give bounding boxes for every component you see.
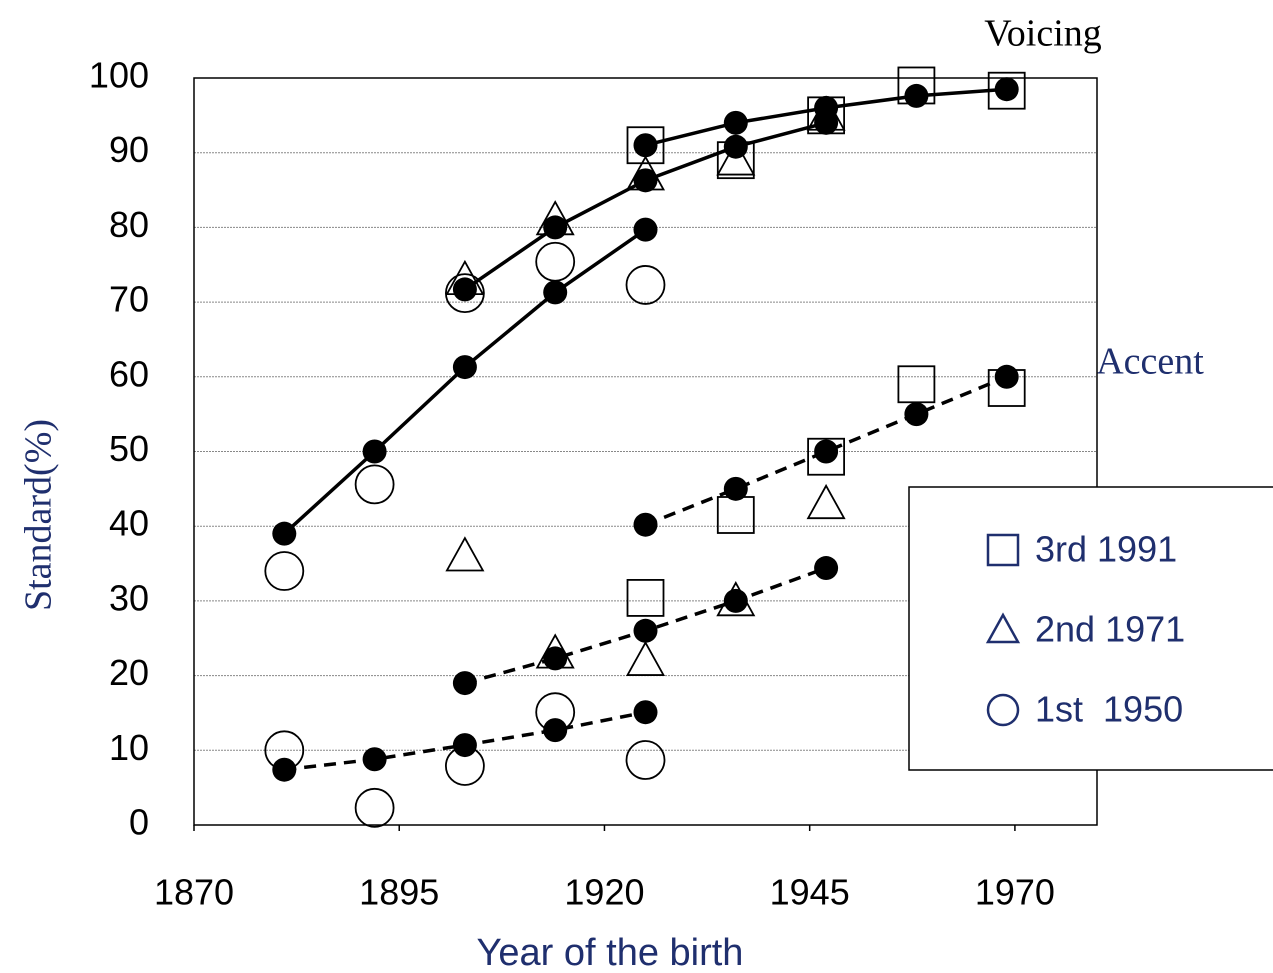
dot — [543, 280, 568, 305]
square-marker — [986, 533, 1020, 567]
dot — [723, 134, 748, 159]
dot — [362, 439, 387, 464]
triangle-marker — [625, 640, 666, 676]
dot — [543, 215, 568, 240]
circle-marker — [535, 241, 576, 282]
square-marker — [716, 496, 755, 534]
square-marker — [626, 126, 665, 165]
dot — [362, 747, 387, 772]
triangle-marker — [445, 536, 485, 572]
y-tick-label: 50 — [109, 428, 149, 469]
circle-marker — [625, 740, 666, 780]
dot — [452, 733, 477, 758]
dot — [723, 110, 748, 135]
x-tick-label: 1945 — [770, 872, 850, 913]
legend-label: 3rd 1991 — [1035, 529, 1177, 570]
triangle-marker — [985, 612, 1021, 644]
dot — [633, 133, 658, 158]
dot — [633, 512, 658, 537]
x-tick-label: 1920 — [564, 872, 644, 913]
dot — [633, 618, 658, 643]
x-axis-label: Year of the birth — [477, 932, 744, 973]
square-marker — [626, 579, 665, 617]
dot — [994, 364, 1019, 389]
circle-marker — [625, 265, 666, 305]
circle-marker — [354, 464, 395, 505]
triangle-marker — [716, 140, 756, 176]
dot — [633, 217, 658, 242]
legend-label: 2nd 1971 — [1035, 609, 1185, 650]
annotation: Accent — [1096, 341, 1204, 383]
y-tick-label: 100 — [89, 55, 149, 96]
circle-marker — [986, 693, 1020, 727]
dot — [633, 168, 658, 193]
dot — [543, 718, 568, 743]
circle-marker — [444, 273, 485, 314]
x-tick-label: 1870 — [154, 872, 234, 913]
y-tick-label: 80 — [109, 204, 149, 245]
x-tick-label: 1895 — [359, 872, 439, 913]
dot — [904, 83, 929, 108]
x-tick-label: 1970 — [975, 872, 1055, 913]
dot — [723, 588, 748, 613]
dot — [994, 77, 1019, 102]
y-tick-label: 10 — [109, 727, 149, 768]
dot — [723, 476, 748, 501]
legend-label: 1st 1950 — [1035, 689, 1183, 730]
dot — [543, 646, 568, 671]
annotation: Voicing — [984, 13, 1102, 55]
dot — [904, 402, 929, 427]
y-tick-label: 20 — [109, 652, 149, 693]
circle-marker — [264, 551, 305, 591]
dot — [272, 521, 297, 546]
dot — [814, 95, 839, 120]
y-tick-label: 0 — [129, 802, 149, 843]
triangle-marker — [806, 483, 846, 520]
y-axis-label: Standard(%) — [18, 419, 60, 611]
square-marker — [897, 365, 936, 404]
fit-line — [644, 375, 1008, 527]
square-marker — [807, 437, 845, 476]
dot — [272, 757, 297, 782]
y-tick-label: 90 — [109, 129, 149, 170]
dot — [452, 671, 477, 696]
circle-marker — [354, 787, 395, 828]
plot-frame — [193, 77, 1098, 826]
y-tick-label: 30 — [109, 577, 149, 618]
dot — [814, 439, 839, 464]
legend-box — [908, 486, 1273, 771]
dot — [633, 700, 658, 725]
dot — [814, 556, 839, 581]
dot — [452, 355, 477, 380]
y-tick-label: 70 — [109, 279, 149, 320]
dot — [452, 277, 477, 302]
y-tick-label: 40 — [109, 503, 149, 544]
y-tick-label: 60 — [109, 353, 149, 394]
